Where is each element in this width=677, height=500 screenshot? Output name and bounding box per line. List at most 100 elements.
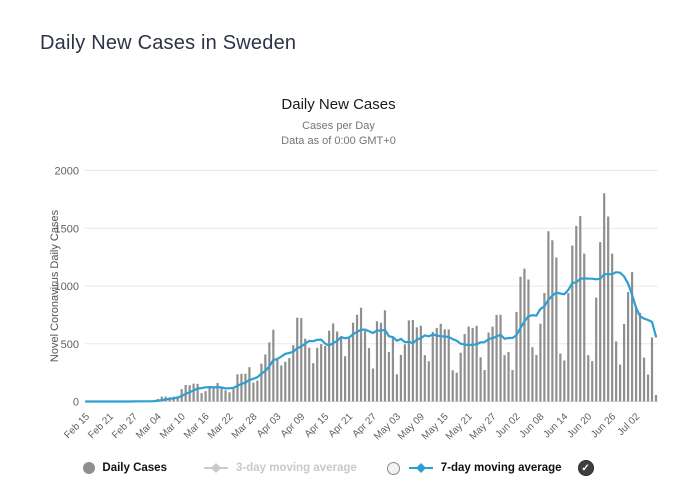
daily-cases-bar[interactable] [491, 326, 494, 402]
daily-cases-bar[interactable] [563, 360, 566, 402]
daily-cases-bar[interactable] [455, 372, 458, 402]
daily-cases-bar[interactable] [312, 363, 315, 402]
daily-cases-bar[interactable] [236, 374, 239, 402]
daily-cases-bar[interactable] [387, 352, 391, 402]
daily-cases-bar[interactable] [296, 317, 299, 402]
daily-cases-bar[interactable] [623, 324, 626, 402]
daily-cases-bar[interactable] [575, 225, 578, 402]
daily-cases-bar[interactable] [531, 347, 534, 402]
daily-cases-bar[interactable] [288, 358, 291, 402]
daily-cases-bar[interactable] [375, 321, 379, 402]
daily-cases-bar[interactable] [351, 322, 355, 402]
daily-cases-bar[interactable] [308, 347, 311, 402]
daily-cases-bar[interactable] [232, 387, 235, 402]
daily-cases-bar[interactable] [463, 334, 466, 402]
daily-cases-bar[interactable] [320, 344, 323, 402]
daily-cases-bar[interactable] [268, 342, 271, 402]
daily-cases-bar[interactable] [583, 253, 586, 402]
daily-cases-bar[interactable] [204, 391, 207, 402]
daily-cases-bar[interactable] [539, 323, 542, 402]
daily-cases-bar[interactable] [192, 383, 195, 402]
daily-cases-bar[interactable] [599, 242, 602, 402]
daily-cases-bar[interactable] [495, 314, 498, 402]
daily-cases-bar[interactable] [571, 245, 574, 402]
daily-cases-bar[interactable] [547, 231, 550, 402]
daily-cases-bar[interactable] [363, 331, 367, 402]
unchecked-circle-checkbox[interactable] [386, 461, 400, 475]
legend-item-3day-average[interactable]: 3-day moving average [203, 462, 357, 474]
daily-cases-bar[interactable] [383, 310, 387, 402]
daily-cases-bar[interactable] [336, 331, 339, 402]
daily-cases-bar[interactable] [543, 293, 546, 402]
daily-cases-bar[interactable] [527, 279, 530, 402]
daily-cases-bar[interactable] [272, 329, 275, 402]
daily-cases-bar[interactable] [435, 327, 438, 402]
daily-cases-bar[interactable] [650, 337, 654, 402]
daily-cases-bar[interactable] [431, 331, 434, 402]
daily-cases-bar[interactable] [244, 373, 247, 402]
daily-cases-bar[interactable] [415, 327, 418, 402]
daily-cases-bar[interactable] [200, 393, 203, 402]
daily-cases-bar[interactable] [347, 338, 351, 402]
daily-cases-bar[interactable] [483, 370, 486, 402]
daily-cases-bar[interactable] [367, 348, 371, 402]
daily-cases-bar[interactable] [607, 216, 610, 402]
daily-cases-bar[interactable] [591, 361, 594, 402]
legend-item-7day-average[interactable]: 7-day moving average [408, 462, 562, 474]
daily-cases-bar[interactable] [487, 332, 490, 402]
daily-cases-bar[interactable] [276, 359, 279, 402]
daily-cases-bar[interactable] [579, 216, 582, 402]
daily-cases-bar[interactable] [559, 353, 562, 402]
daily-cases-bar[interactable] [212, 386, 215, 402]
daily-cases-bar[interactable] [555, 257, 558, 402]
daily-cases-bar[interactable] [304, 338, 307, 402]
daily-cases-bar[interactable] [611, 253, 614, 402]
daily-cases-bar[interactable] [256, 380, 259, 402]
daily-cases-bar[interactable] [523, 268, 526, 402]
daily-cases-bar[interactable] [423, 355, 426, 402]
daily-cases-bar[interactable] [260, 363, 263, 402]
daily-cases-bar[interactable] [634, 306, 638, 402]
daily-cases-bar[interactable] [280, 365, 283, 402]
daily-cases-bar[interactable] [395, 374, 399, 402]
daily-cases-bar[interactable] [224, 390, 227, 402]
daily-cases-bar[interactable] [630, 272, 634, 402]
daily-cases-bar[interactable] [499, 314, 502, 402]
daily-cases-bar[interactable] [228, 392, 231, 402]
daily-cases-bar[interactable] [355, 314, 359, 402]
daily-cases-bar[interactable] [403, 344, 406, 402]
daily-cases-bar[interactable] [220, 386, 223, 402]
daily-cases-bar[interactable] [208, 387, 211, 402]
daily-cases-bar[interactable] [587, 355, 590, 402]
daily-cases-bar[interactable] [240, 373, 243, 402]
daily-cases-bar[interactable] [551, 240, 554, 402]
daily-cases-bar[interactable] [507, 351, 510, 402]
daily-cases-bar[interactable] [535, 354, 538, 402]
daily-cases-bar[interactable] [459, 352, 462, 402]
daily-cases-bar[interactable] [443, 329, 446, 402]
daily-cases-bar[interactable] [503, 355, 506, 402]
daily-cases-bar[interactable] [359, 307, 363, 402]
daily-cases-bar[interactable] [467, 326, 470, 402]
daily-cases-bar[interactable] [300, 318, 303, 402]
daily-cases-bar[interactable] [411, 320, 414, 402]
daily-cases-bar[interactable] [407, 320, 410, 402]
daily-cases-bar[interactable] [603, 193, 606, 402]
daily-cases-bar[interactable] [567, 292, 570, 402]
daily-cases-bar[interactable] [654, 394, 658, 402]
daily-cases-bar[interactable] [264, 354, 267, 402]
daily-cases-bar[interactable] [379, 322, 383, 402]
daily-cases-bar[interactable] [216, 383, 219, 402]
daily-cases-bar[interactable] [340, 336, 343, 402]
daily-cases-bar[interactable] [371, 368, 375, 402]
daily-cases-bar[interactable] [511, 370, 514, 402]
checked-circle-checkbox[interactable]: ✓ [577, 460, 594, 476]
daily-cases-bar[interactable] [284, 361, 287, 402]
daily-cases-bar[interactable] [399, 354, 402, 402]
daily-cases-bar[interactable] [451, 370, 454, 402]
daily-cases-bar[interactable] [595, 297, 598, 402]
daily-cases-bar[interactable] [427, 361, 430, 402]
daily-cases-bar[interactable] [324, 345, 327, 402]
daily-cases-bar[interactable] [471, 327, 474, 402]
daily-cases-bar[interactable] [328, 330, 331, 402]
